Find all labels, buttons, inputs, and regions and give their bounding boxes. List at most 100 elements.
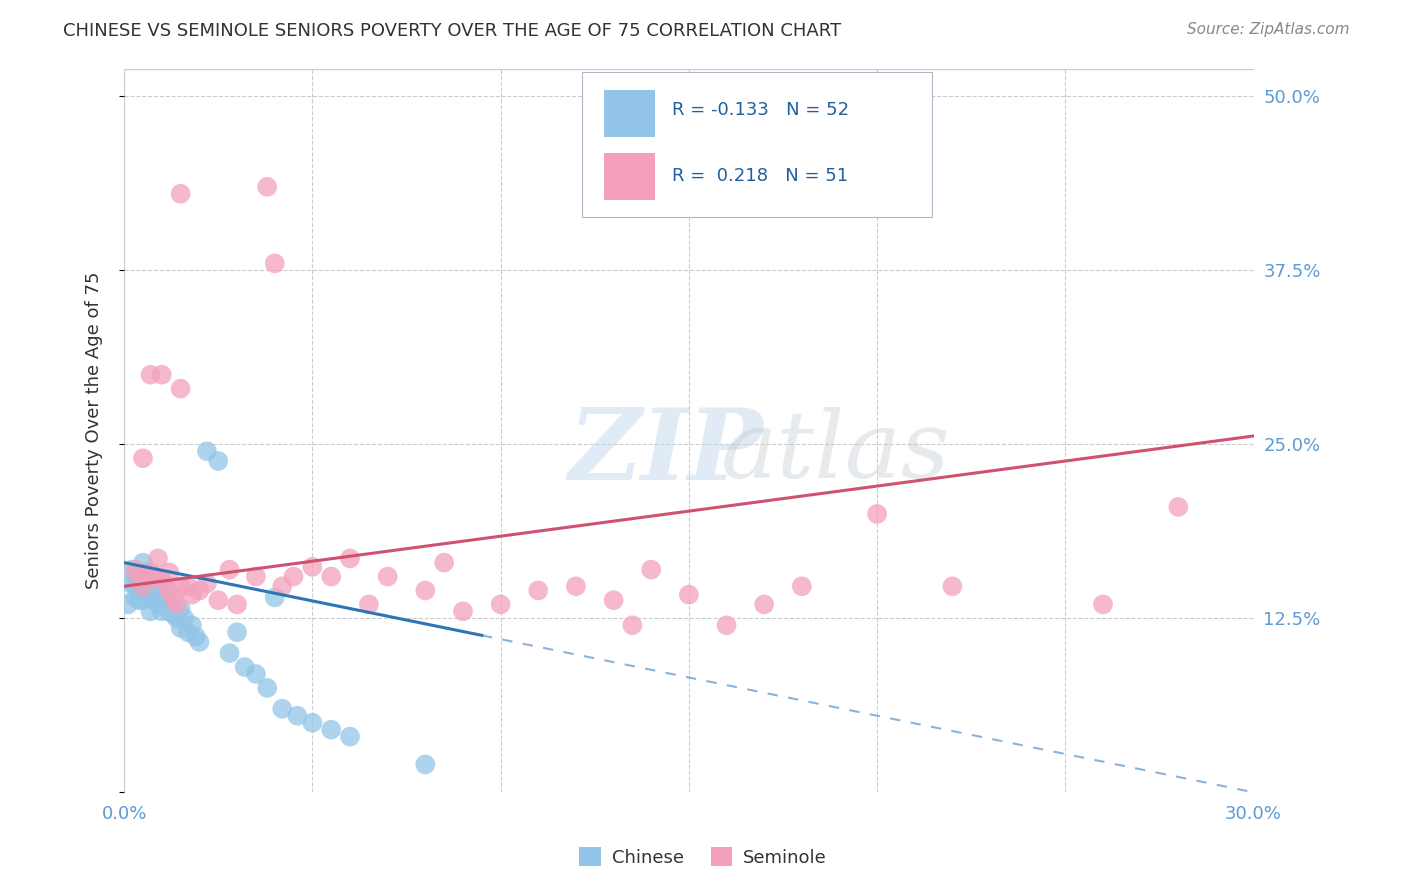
Point <box>124 569 146 583</box>
Point <box>157 604 180 618</box>
Point <box>321 569 343 583</box>
Point <box>357 598 380 612</box>
Point <box>150 604 173 618</box>
Point <box>195 576 218 591</box>
FancyBboxPatch shape <box>605 90 655 137</box>
Point <box>621 618 644 632</box>
Point <box>139 566 162 580</box>
Point <box>256 179 278 194</box>
Point <box>271 579 294 593</box>
Point <box>135 583 157 598</box>
Point <box>132 569 155 583</box>
Point <box>180 618 202 632</box>
Y-axis label: Seniors Poverty Over the Age of 75: Seniors Poverty Over the Age of 75 <box>86 272 103 589</box>
Point <box>1167 500 1189 514</box>
Point <box>166 611 188 625</box>
Point <box>301 715 323 730</box>
Point <box>489 598 512 612</box>
Point <box>132 451 155 466</box>
Point <box>301 559 323 574</box>
Point <box>132 588 155 602</box>
Point <box>283 569 305 583</box>
Point <box>188 583 211 598</box>
Point <box>218 563 240 577</box>
Point <box>132 593 155 607</box>
Point <box>132 579 155 593</box>
Point <box>139 368 162 382</box>
Point <box>169 382 191 396</box>
Point <box>226 598 249 612</box>
Point <box>124 579 146 593</box>
Point <box>866 507 889 521</box>
Point <box>157 566 180 580</box>
Point <box>169 601 191 615</box>
Point <box>754 598 776 612</box>
Point <box>139 604 162 618</box>
Legend: Chinese, Seminole: Chinese, Seminole <box>572 840 834 874</box>
Point <box>121 563 143 577</box>
Point <box>177 625 200 640</box>
Point <box>565 579 588 593</box>
Point <box>245 569 267 583</box>
Point <box>169 186 191 201</box>
Point <box>146 598 169 612</box>
Point <box>790 579 813 593</box>
Point <box>263 256 285 270</box>
FancyBboxPatch shape <box>605 153 655 200</box>
Point <box>124 591 146 605</box>
Point <box>169 579 191 593</box>
Point <box>716 618 738 632</box>
Point <box>339 730 361 744</box>
Point <box>150 574 173 588</box>
Point <box>640 563 662 577</box>
Point <box>339 551 361 566</box>
Point <box>128 569 150 583</box>
Point <box>162 607 184 621</box>
Point <box>155 598 177 612</box>
Point <box>150 368 173 382</box>
FancyBboxPatch shape <box>582 72 932 217</box>
Point <box>433 556 456 570</box>
Point <box>263 591 285 605</box>
Point <box>132 556 155 570</box>
Text: Source: ZipAtlas.com: Source: ZipAtlas.com <box>1187 22 1350 37</box>
Point <box>602 593 624 607</box>
Point <box>271 702 294 716</box>
Point <box>169 621 191 635</box>
Point <box>128 583 150 598</box>
Point <box>195 444 218 458</box>
Point <box>256 681 278 695</box>
Point <box>128 574 150 588</box>
Point <box>146 551 169 566</box>
Point <box>150 574 173 588</box>
Point <box>143 569 166 583</box>
Point <box>233 660 256 674</box>
Point <box>155 583 177 598</box>
Point <box>285 708 308 723</box>
Point <box>377 569 399 583</box>
Text: ZIP: ZIP <box>569 404 763 500</box>
Point <box>180 588 202 602</box>
Point <box>451 604 474 618</box>
Point <box>124 563 146 577</box>
Point <box>218 646 240 660</box>
Point <box>143 569 166 583</box>
Point <box>207 593 229 607</box>
Point <box>166 598 188 612</box>
Point <box>173 611 195 625</box>
Point <box>139 591 162 605</box>
Point <box>143 593 166 607</box>
Point <box>139 574 162 588</box>
Point <box>117 598 139 612</box>
Point <box>415 757 437 772</box>
Point <box>162 591 184 605</box>
Point <box>128 593 150 607</box>
Point <box>941 579 963 593</box>
Point <box>207 454 229 468</box>
Text: atlas: atlas <box>721 407 950 497</box>
Text: CHINESE VS SEMINOLE SENIORS POVERTY OVER THE AGE OF 75 CORRELATION CHART: CHINESE VS SEMINOLE SENIORS POVERTY OVER… <box>63 22 841 40</box>
Point <box>1091 598 1114 612</box>
Point <box>177 579 200 593</box>
Point <box>415 583 437 598</box>
Point <box>245 667 267 681</box>
